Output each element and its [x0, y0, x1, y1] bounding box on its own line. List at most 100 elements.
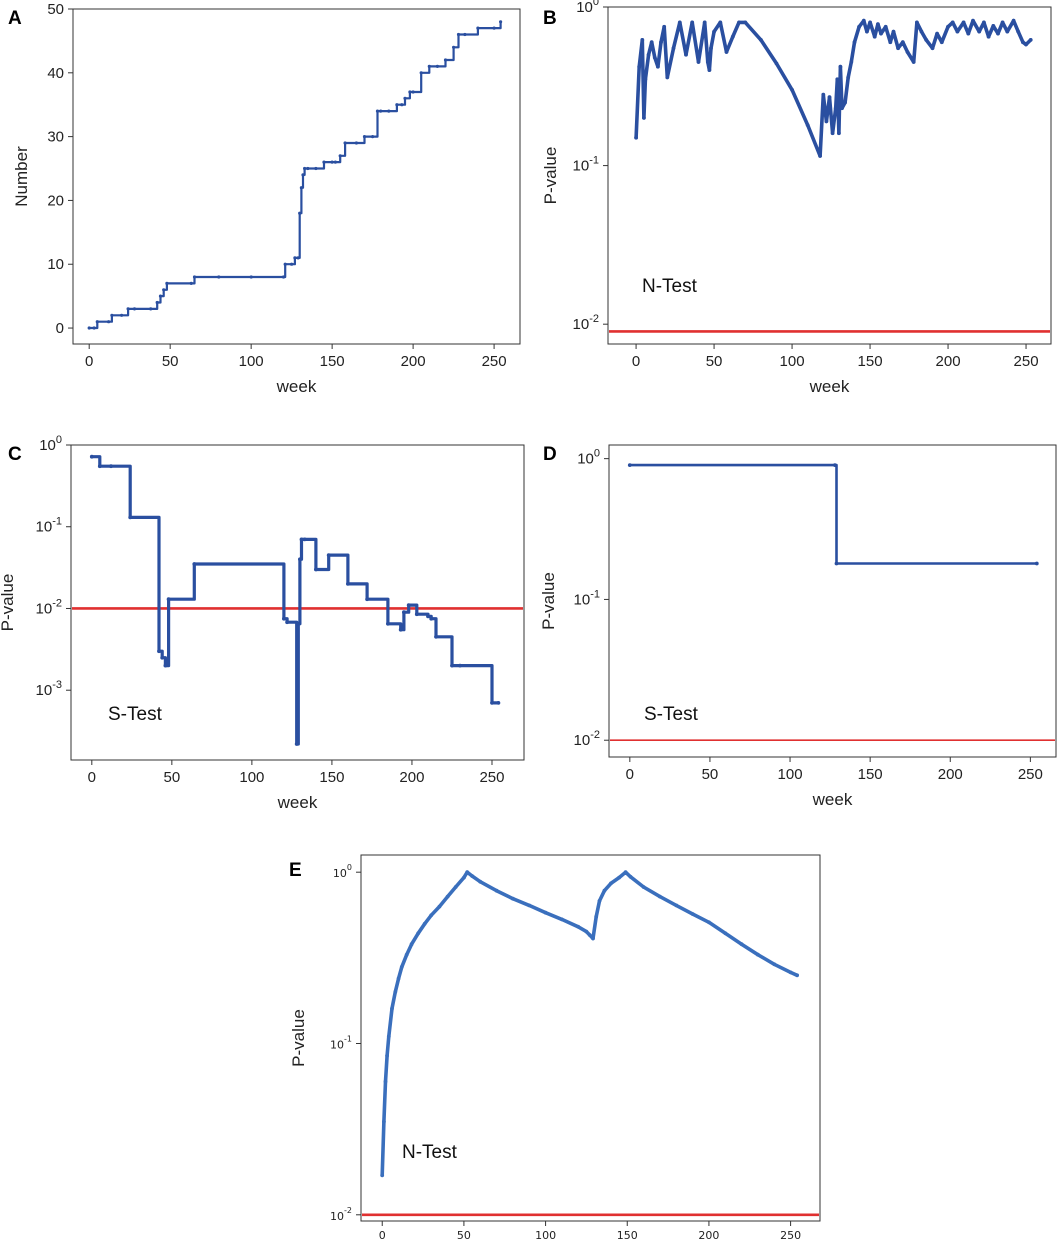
data-point [399, 965, 404, 969]
data-point [314, 166, 318, 171]
data-point [840, 106, 844, 111]
data-point [379, 109, 383, 113]
x-tick-label: 0 [85, 353, 93, 370]
data-point [365, 597, 369, 602]
y-tick-label: 10 [47, 256, 64, 273]
data-point [476, 26, 480, 30]
data-point [684, 52, 688, 57]
data-point [499, 20, 503, 24]
data-point [955, 29, 960, 34]
data-point [712, 29, 716, 34]
data-point [674, 903, 679, 908]
data-point [395, 103, 399, 107]
data-point [354, 141, 358, 145]
data-point [924, 38, 929, 42]
panel-d: D 0 50 100 150 200 250 10-2 10-1 100 week P-value S-… [539, 444, 1057, 809]
data-point [382, 1119, 386, 1124]
plot-frame [608, 444, 1057, 758]
x-tick-label: 150 [320, 353, 345, 370]
data-point [299, 537, 304, 542]
data-point [89, 454, 94, 459]
x-tick-label: 150 [858, 766, 883, 783]
data-point [387, 109, 391, 113]
y-tick-label: 10-2 [36, 597, 62, 617]
x-tick-label: 250 [1018, 766, 1043, 783]
data-point [294, 742, 299, 746]
data-point [743, 20, 748, 25]
series-line [628, 463, 1039, 565]
data-point [299, 186, 303, 190]
data-point [296, 621, 301, 626]
data-point [838, 64, 843, 69]
data-point [303, 166, 307, 171]
data-point [285, 620, 289, 625]
data-point [977, 29, 982, 34]
data-point [930, 46, 935, 51]
data-point [690, 20, 695, 25]
data-point [490, 701, 494, 705]
data-point [560, 917, 564, 922]
data-point [849, 60, 854, 64]
panel-c: C 0 50 100 150 200 250 10-3 10-2 10-1 100 week P-val… [0, 434, 525, 812]
data-point [426, 614, 430, 619]
x-tick-label: 200 [936, 353, 961, 370]
data-point [591, 936, 595, 941]
data-point [865, 29, 869, 34]
data-point [915, 20, 919, 25]
data-point [1000, 20, 1005, 25]
y-tick-label: 100 [333, 863, 352, 880]
data-point [833, 463, 837, 467]
data-point [939, 40, 944, 45]
data-point [462, 875, 466, 880]
data-point [861, 18, 866, 23]
data-point [281, 275, 286, 279]
x-tick-label: 150 [319, 769, 344, 786]
x-tick-label: 150 [858, 353, 883, 370]
data-point [671, 46, 676, 51]
data-point [1024, 42, 1028, 47]
data-point [375, 109, 380, 113]
test-annotation: N-Test [402, 1142, 458, 1163]
data-point [429, 913, 434, 918]
data-point [192, 275, 197, 279]
x-tick-label: 100 [535, 1229, 556, 1241]
data-point [759, 38, 763, 42]
data-point [427, 64, 431, 68]
data-point [677, 20, 682, 25]
data-point [642, 116, 646, 120]
x-tick-label: 0 [626, 766, 634, 783]
data-point [87, 326, 91, 330]
x-tick-label: 50 [457, 1229, 471, 1241]
data-point [435, 64, 439, 68]
data-point [155, 300, 159, 305]
data-point [896, 46, 900, 51]
data-point [217, 275, 221, 279]
x-tick-label: 200 [698, 1229, 719, 1241]
data-point [296, 256, 300, 260]
data-point [283, 262, 287, 266]
panel-b: B0 50 100 150 200 25010-210-1100weekP-valueN-… [541, 0, 1052, 396]
data-point [409, 942, 414, 947]
data-point [494, 888, 499, 893]
data-point [643, 77, 648, 82]
data-point [868, 20, 872, 25]
data-point [837, 131, 841, 136]
data-point [456, 32, 461, 37]
data-point [756, 952, 760, 957]
data-point [157, 649, 161, 654]
data-point [1016, 29, 1021, 34]
data-point [594, 914, 599, 919]
data-point [249, 275, 253, 279]
x-tick-label: 100 [239, 353, 264, 370]
y-axis-label: P-value [0, 574, 17, 632]
data-point [403, 96, 407, 100]
data-point [126, 307, 130, 311]
data-point [818, 154, 822, 158]
data-point [718, 20, 723, 25]
data-point [587, 933, 592, 937]
y-tick-label: 10-2 [573, 313, 599, 333]
y-tick-label: 20 [47, 192, 64, 209]
data-point [452, 45, 456, 49]
data-point [443, 58, 448, 62]
data-point [707, 920, 711, 925]
